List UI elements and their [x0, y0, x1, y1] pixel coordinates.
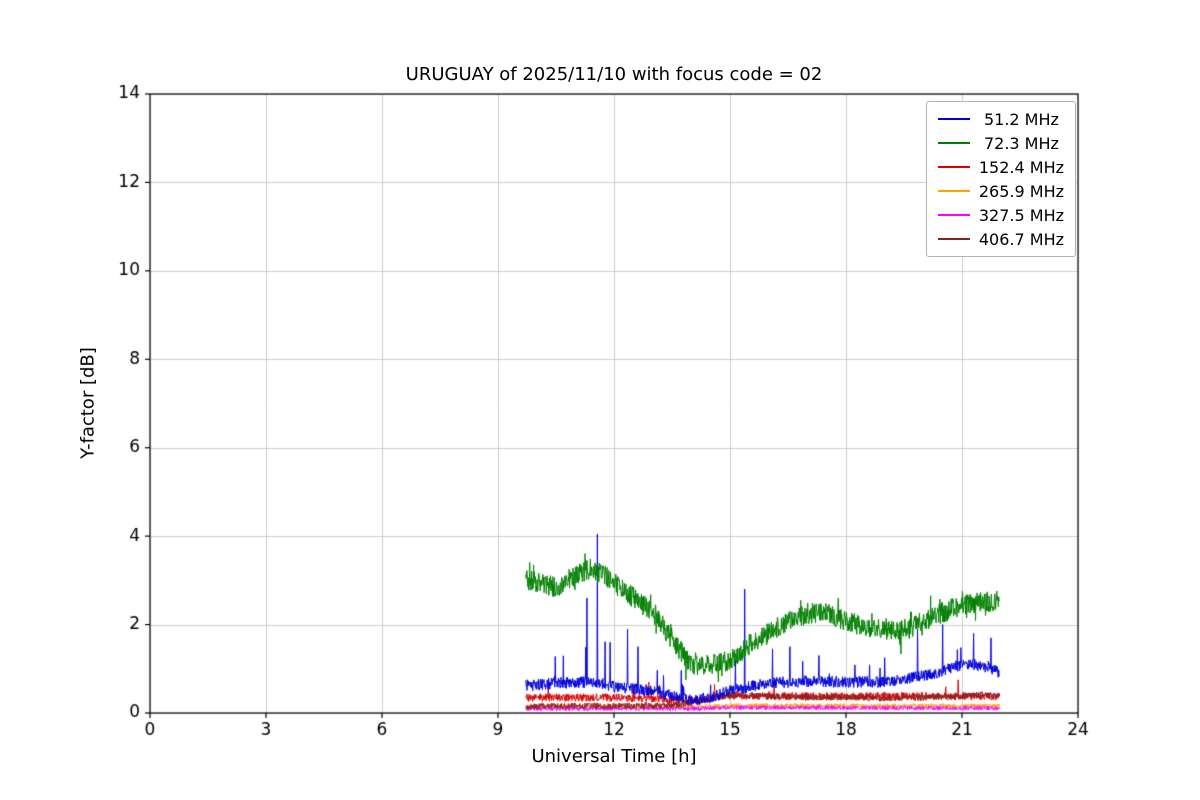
- legend-item: 327.5 MHz: [937, 205, 1064, 225]
- legend-line-swatch: [937, 190, 970, 192]
- x-axis-label: Universal Time [h]: [531, 746, 697, 767]
- legend-line-swatch: [937, 166, 970, 168]
- legend-label: 152.4 MHz: [978, 157, 1064, 177]
- legend-line-swatch: [937, 142, 970, 144]
- legend-line-swatch: [937, 238, 970, 240]
- legend-item: 72.3 MHz: [937, 133, 1064, 153]
- legend-item: 51.2 MHz: [937, 109, 1064, 129]
- legend-label: 72.3 MHz: [978, 133, 1059, 153]
- legend-item: 265.9 MHz: [937, 181, 1064, 201]
- legend-label: 327.5 MHz: [978, 205, 1064, 225]
- legend-line-swatch: [937, 214, 970, 216]
- legend-item: 406.7 MHz: [937, 229, 1064, 249]
- legend: 51.2 MHz 72.3 MHz 152.4 MHz 265.9 MHz 327.5…: [925, 101, 1076, 257]
- legend-line-swatch: [937, 118, 970, 120]
- y-axis-label: Y-factor [dB]: [77, 347, 99, 459]
- legend-label: 265.9 MHz: [978, 181, 1064, 201]
- legend-item: 152.4 MHz: [937, 157, 1064, 177]
- chart-title: URUGUAY of 2025/11/10 with focus code = …: [405, 64, 823, 85]
- legend-label: 406.7 MHz: [978, 229, 1064, 249]
- legend-label: 51.2 MHz: [978, 109, 1059, 129]
